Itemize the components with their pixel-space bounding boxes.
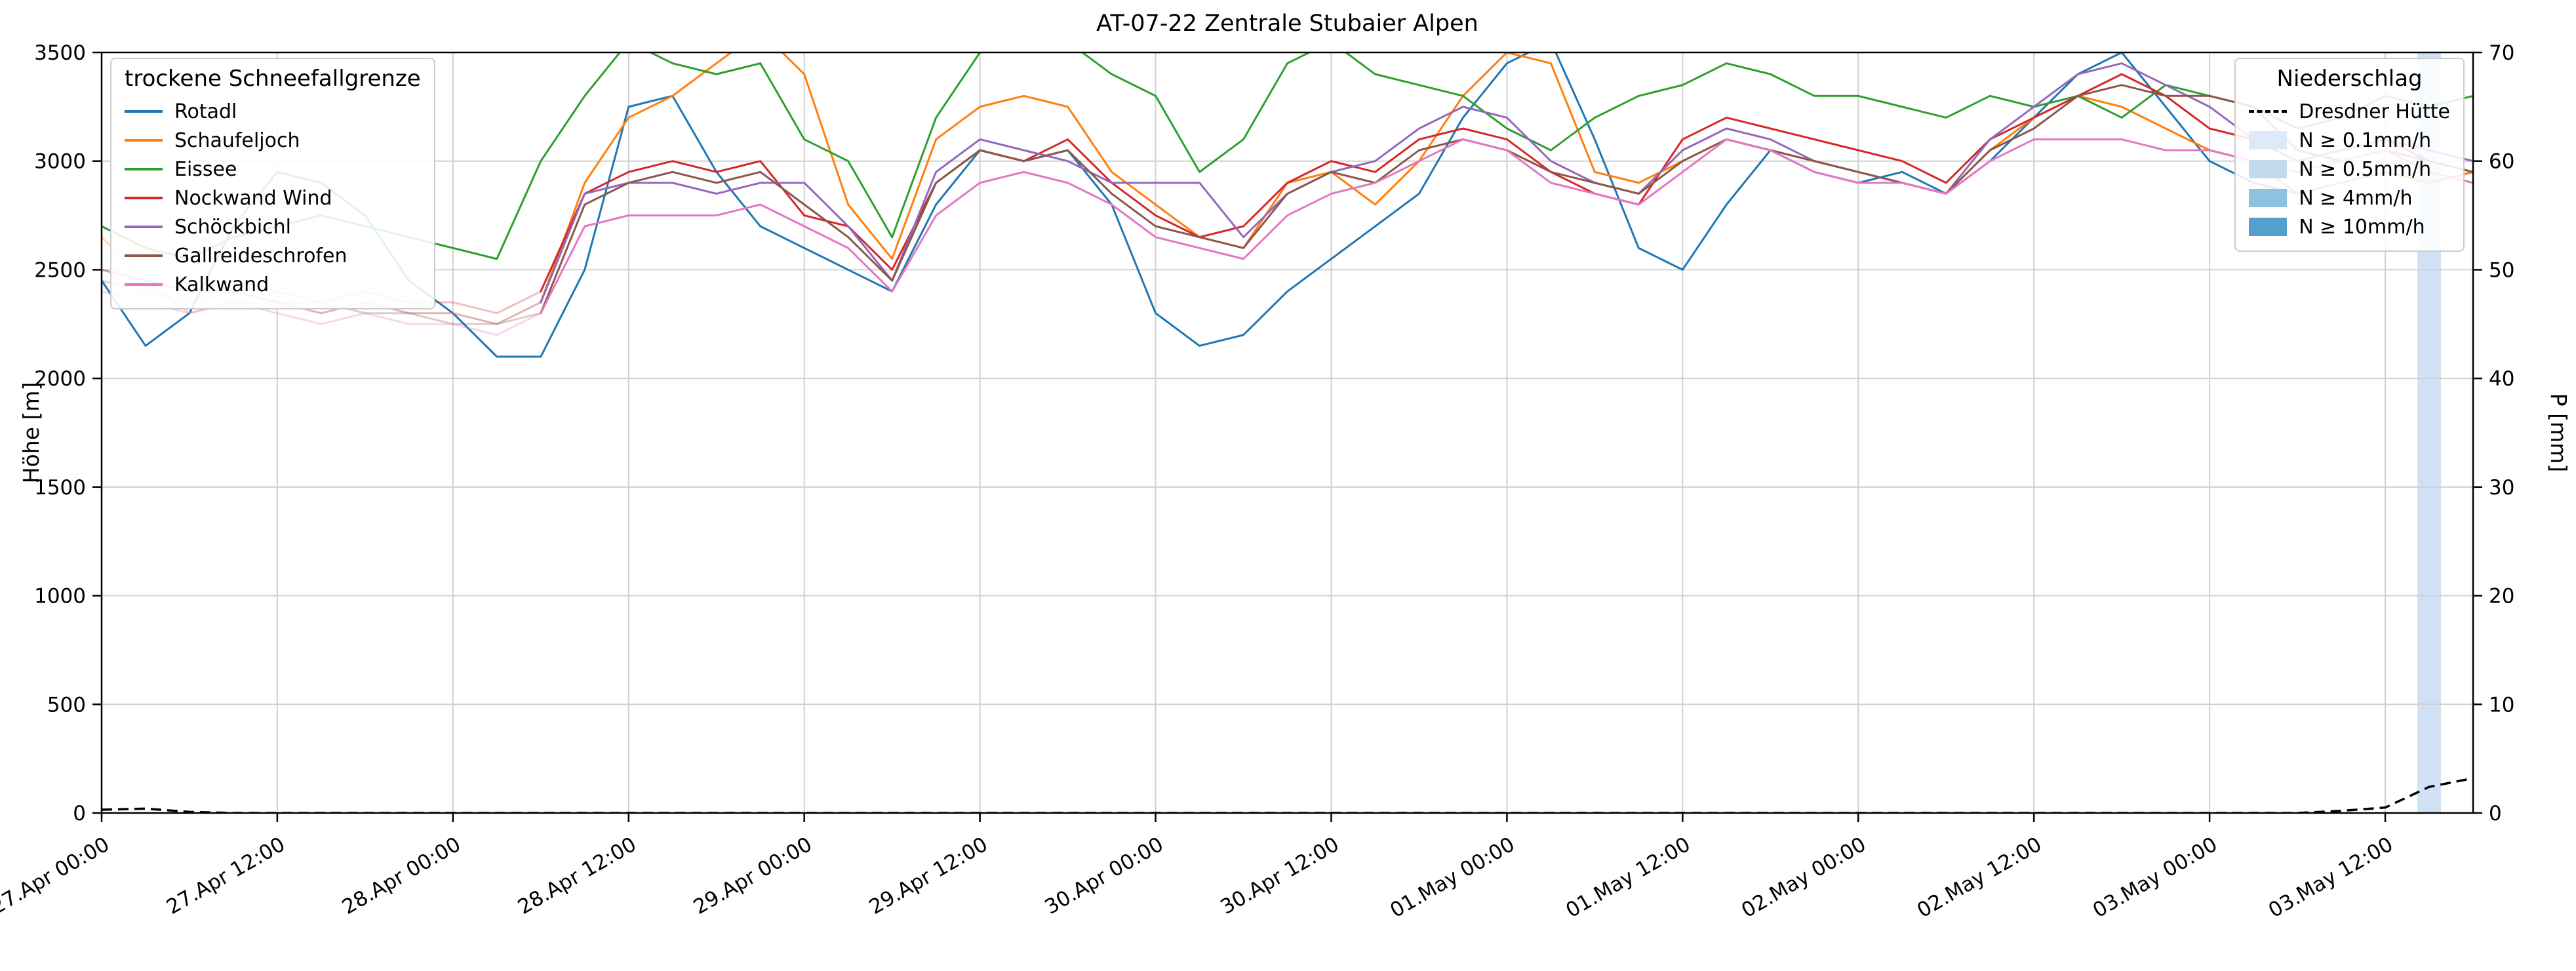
y-tick-label-right: 60 xyxy=(2489,150,2514,174)
legend-item-label: Dresdner Hütte xyxy=(2299,100,2450,123)
legend-line-swatch xyxy=(125,139,163,142)
legend-item-eissee: Eissee xyxy=(125,155,421,184)
series-lines xyxy=(102,52,2473,358)
legend-item-0.5: N ≥ 0.5mm/h xyxy=(2249,155,2450,184)
legend-item-label: Nockwand Wind xyxy=(174,186,332,210)
y-tick-label-right: 0 xyxy=(2489,802,2502,825)
legend-item-label: N ≥ 4mm/h xyxy=(2299,186,2413,210)
legend-item-label: Kalkwand xyxy=(174,273,269,296)
x-tick-label: 03.May 12:00 xyxy=(2265,833,2397,922)
legend-item-nockwand-wind: Nockwand Wind xyxy=(125,184,421,212)
series-line-faded xyxy=(102,290,542,336)
legend-item-10: N ≥ 10mm/h xyxy=(2249,212,2450,241)
legend-precipitation: Niederschlag Dresdner Hütte N ≥ 0.1mm/h N … xyxy=(2234,58,2465,252)
legend-item-label: Eissee xyxy=(174,157,237,181)
y-tick-label-left: 1500 xyxy=(34,476,86,500)
legend-item-rotadl: Rotadl xyxy=(125,97,421,126)
x-tick-label: 27.Apr 00:00 xyxy=(0,833,113,919)
legend-item-label: Schaufeljoch xyxy=(174,129,300,152)
legend-precipitation-items: Dresdner Hütte N ≥ 0.1mm/h N ≥ 0.5mm/h N ≥ … xyxy=(2249,97,2450,241)
legend-snowfall-items: Rotadl Schaufeljoch Eissee Nockwand Wind Sch… xyxy=(125,97,421,299)
x-tick-label: 28.Apr 12:00 xyxy=(514,833,641,919)
legend-item-4: N ≥ 4mm/h xyxy=(2249,184,2450,212)
legend-line-swatch xyxy=(125,254,163,257)
legend-patch-swatch xyxy=(2249,189,2288,207)
legend-snowfall-line: trockene Schneefallgrenze Rotadl Schaufel… xyxy=(110,58,435,309)
series-line xyxy=(540,52,2473,304)
chart-title: AT-07-22 Zentrale Stubaier Alpen xyxy=(1096,10,1478,37)
legend-patch-swatch xyxy=(2249,131,2288,149)
series-line xyxy=(540,73,2473,293)
x-tick-label: 02.May 00:00 xyxy=(1737,833,1870,922)
legend-patch-swatch xyxy=(2249,218,2288,236)
series-line xyxy=(102,52,2473,358)
x-tick-label: 28.Apr 00:00 xyxy=(338,833,465,919)
y-tick-label-right: 10 xyxy=(2489,693,2514,717)
legend-item-label: N ≥ 0.1mm/h xyxy=(2299,129,2432,152)
grid-lines xyxy=(101,52,2473,814)
x-tick-label: 02.May 12:00 xyxy=(1913,833,2046,922)
y-tick-label-left: 2000 xyxy=(34,367,86,391)
legend-line-swatch xyxy=(125,168,163,170)
legend-line-swatch xyxy=(125,283,163,286)
legend-line-swatch xyxy=(125,110,163,113)
legend-item-label: N ≥ 0.5mm/h xyxy=(2299,157,2432,181)
x-tick-label: 29.Apr 00:00 xyxy=(690,833,816,919)
tick-marks xyxy=(92,51,2482,822)
y-tick-label-right: 50 xyxy=(2489,258,2514,282)
legend-line-swatch xyxy=(125,226,163,228)
x-tick-label: 30.Apr 00:00 xyxy=(1041,833,1168,919)
y-tick-label-right: 70 xyxy=(2489,41,2514,65)
legend-dashed-swatch xyxy=(2249,110,2288,113)
legend-item-gallreideschrofen: Gallreideschrofen xyxy=(125,241,421,270)
series-line xyxy=(540,62,2473,304)
y-tick-label-left: 2500 xyxy=(34,258,86,282)
y-tick-label-left: 3500 xyxy=(34,41,86,65)
precip-dashed-line xyxy=(102,777,2473,813)
legend-precipitation-title: Niederschlag xyxy=(2276,66,2423,92)
axes-frame xyxy=(100,51,2474,814)
y-tick-label-right: 40 xyxy=(2489,367,2514,391)
legend-item-sch-ckbichl: Schöckbichl xyxy=(125,212,421,241)
legend-item-dresdner-huette: Dresdner Hütte xyxy=(2249,97,2450,126)
y-tick-label-left: 0 xyxy=(73,802,86,825)
x-tick-label: 01.May 00:00 xyxy=(1386,833,1518,922)
y-tick-label-right: 20 xyxy=(2489,585,2514,608)
legend-item-label: Gallreideschrofen xyxy=(174,244,347,268)
x-tick-label: 30.Apr 12:00 xyxy=(1216,833,1343,919)
y-tick-label-left: 3000 xyxy=(34,150,86,174)
legend-item-label: N ≥ 10mm/h xyxy=(2299,215,2425,239)
x-tick-label: 27.Apr 12:00 xyxy=(163,833,289,919)
legend-item-kalkwand: Kalkwand xyxy=(125,270,421,299)
legend-item-label: Schöckbichl xyxy=(174,215,291,239)
y-tick-label-left: 500 xyxy=(47,693,86,717)
series-line xyxy=(540,138,2473,315)
y-tick-label-right: 30 xyxy=(2489,476,2514,500)
legend-line-swatch xyxy=(125,197,163,199)
x-tick-label: 03.May 00:00 xyxy=(2089,833,2221,922)
x-tick-label: 29.Apr 12:00 xyxy=(865,833,992,919)
legend-item-label: Rotadl xyxy=(174,100,237,123)
legend-item-0.1: N ≥ 0.1mm/h xyxy=(2249,126,2450,155)
legend-snowfall-title: trockene Schneefallgrenze xyxy=(125,66,421,92)
legend-patch-swatch xyxy=(2249,160,2288,178)
legend-item-schaufeljoch: Schaufeljoch xyxy=(125,126,421,155)
x-tick-label: 01.May 12:00 xyxy=(1562,833,1694,922)
y-tick-label-left: 1000 xyxy=(34,585,86,608)
